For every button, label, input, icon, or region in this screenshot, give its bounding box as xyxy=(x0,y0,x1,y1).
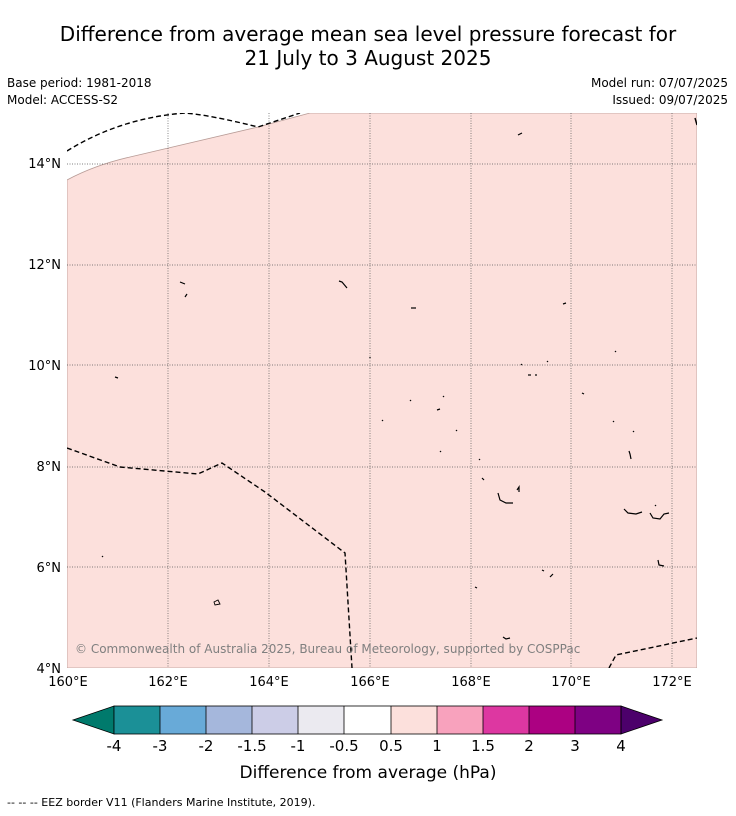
lon-label: 172°E xyxy=(652,675,692,690)
colorbar-extend-high xyxy=(620,705,664,735)
lat-label: 8°N xyxy=(37,460,62,475)
colorbar-tick: 4 xyxy=(616,737,626,755)
pressure-anomaly-region xyxy=(67,113,697,668)
islands xyxy=(101,132,670,640)
colorbar-tick: -0.5 xyxy=(329,737,358,755)
colorbar-tick: 1.5 xyxy=(471,737,495,755)
model-name: Model: ACCESS-S2 xyxy=(7,93,119,107)
lon-label: 166°E xyxy=(350,675,390,690)
colorbar-swatch xyxy=(344,706,391,734)
eez-borders xyxy=(67,113,697,668)
map-title: Difference from average mean sea level p… xyxy=(0,22,736,70)
latitude-labels: 14°N 12°N 10°N 8°N 6°N 4°N xyxy=(28,157,61,677)
colorbar-tick: -1 xyxy=(291,737,306,755)
map-panel: © Commonwealth of Australia 2025, Bureau… xyxy=(67,113,697,668)
longitude-labels: 160°E 162°E 164°E 166°E 168°E 170°E 172°… xyxy=(48,675,692,690)
meta-right: Model run: 07/07/2025 Issued: 09/07/2025 xyxy=(591,75,728,109)
colorbar-swatch xyxy=(483,706,529,734)
eez-legend: -- -- -- EEZ border V11 (Flanders Marine… xyxy=(7,796,316,809)
colorbar-swatch xyxy=(114,706,160,734)
lon-label: 160°E xyxy=(48,675,88,690)
lat-label: 12°N xyxy=(28,258,61,273)
lon-label: 170°E xyxy=(551,675,591,690)
colorbar-swatch xyxy=(206,706,252,734)
colorbar-swatch xyxy=(575,706,621,734)
lat-label: 6°N xyxy=(37,561,62,576)
colorbar-tick: 3 xyxy=(570,737,580,755)
lon-label: 162°E xyxy=(148,675,188,690)
colorbar-swatch xyxy=(391,706,437,734)
lat-label: 14°N xyxy=(28,157,61,172)
colorbar-swatch xyxy=(298,706,344,734)
lon-label: 164°E xyxy=(249,675,289,690)
title-line-2: 21 July to 3 August 2025 xyxy=(244,46,492,70)
base-period: Base period: 1981-2018 xyxy=(7,76,152,90)
model-run: Model run: 07/07/2025 xyxy=(590,76,728,90)
colorbar: -4 -3 -2 -1.5 -1 -0.5 0.5 1 1.5 2 3 4 Di… xyxy=(71,705,664,783)
colorbar-swatch xyxy=(160,706,206,734)
colorbar-tick: 2 xyxy=(524,737,534,755)
colorbar-extend-low xyxy=(71,705,115,735)
colorbar-tick: -3 xyxy=(153,737,168,755)
colorbar-tick: 0.5 xyxy=(379,737,403,755)
issued-date: Issued: 09/07/2025 xyxy=(612,93,728,107)
copyright-notice: © Commonwealth of Australia 2025, Bureau… xyxy=(75,642,580,656)
meta-left: Base period: 1981-2018 Model: ACCESS-S2 xyxy=(7,75,152,109)
lon-label: 168°E xyxy=(451,675,491,690)
lat-label: 4°N xyxy=(37,662,62,677)
gridlines xyxy=(67,113,697,668)
colorbar-tick: -1.5 xyxy=(237,737,266,755)
colorbar-swatch xyxy=(437,706,483,734)
colorbar-label: Difference from average (hPa) xyxy=(240,763,497,783)
colorbar-ticks: -4 -3 -2 -1.5 -1 -0.5 0.5 1 1.5 2 3 4 xyxy=(107,737,626,755)
colorbar-tick: 1 xyxy=(432,737,442,755)
colorbar-tick: -2 xyxy=(199,737,214,755)
title-line-1: Difference from average mean sea level p… xyxy=(59,22,677,46)
colorbar-swatch xyxy=(529,706,575,734)
lat-label: 10°N xyxy=(28,359,61,374)
colorbar-tick: -4 xyxy=(107,737,122,755)
colorbar-swatch xyxy=(252,706,298,734)
